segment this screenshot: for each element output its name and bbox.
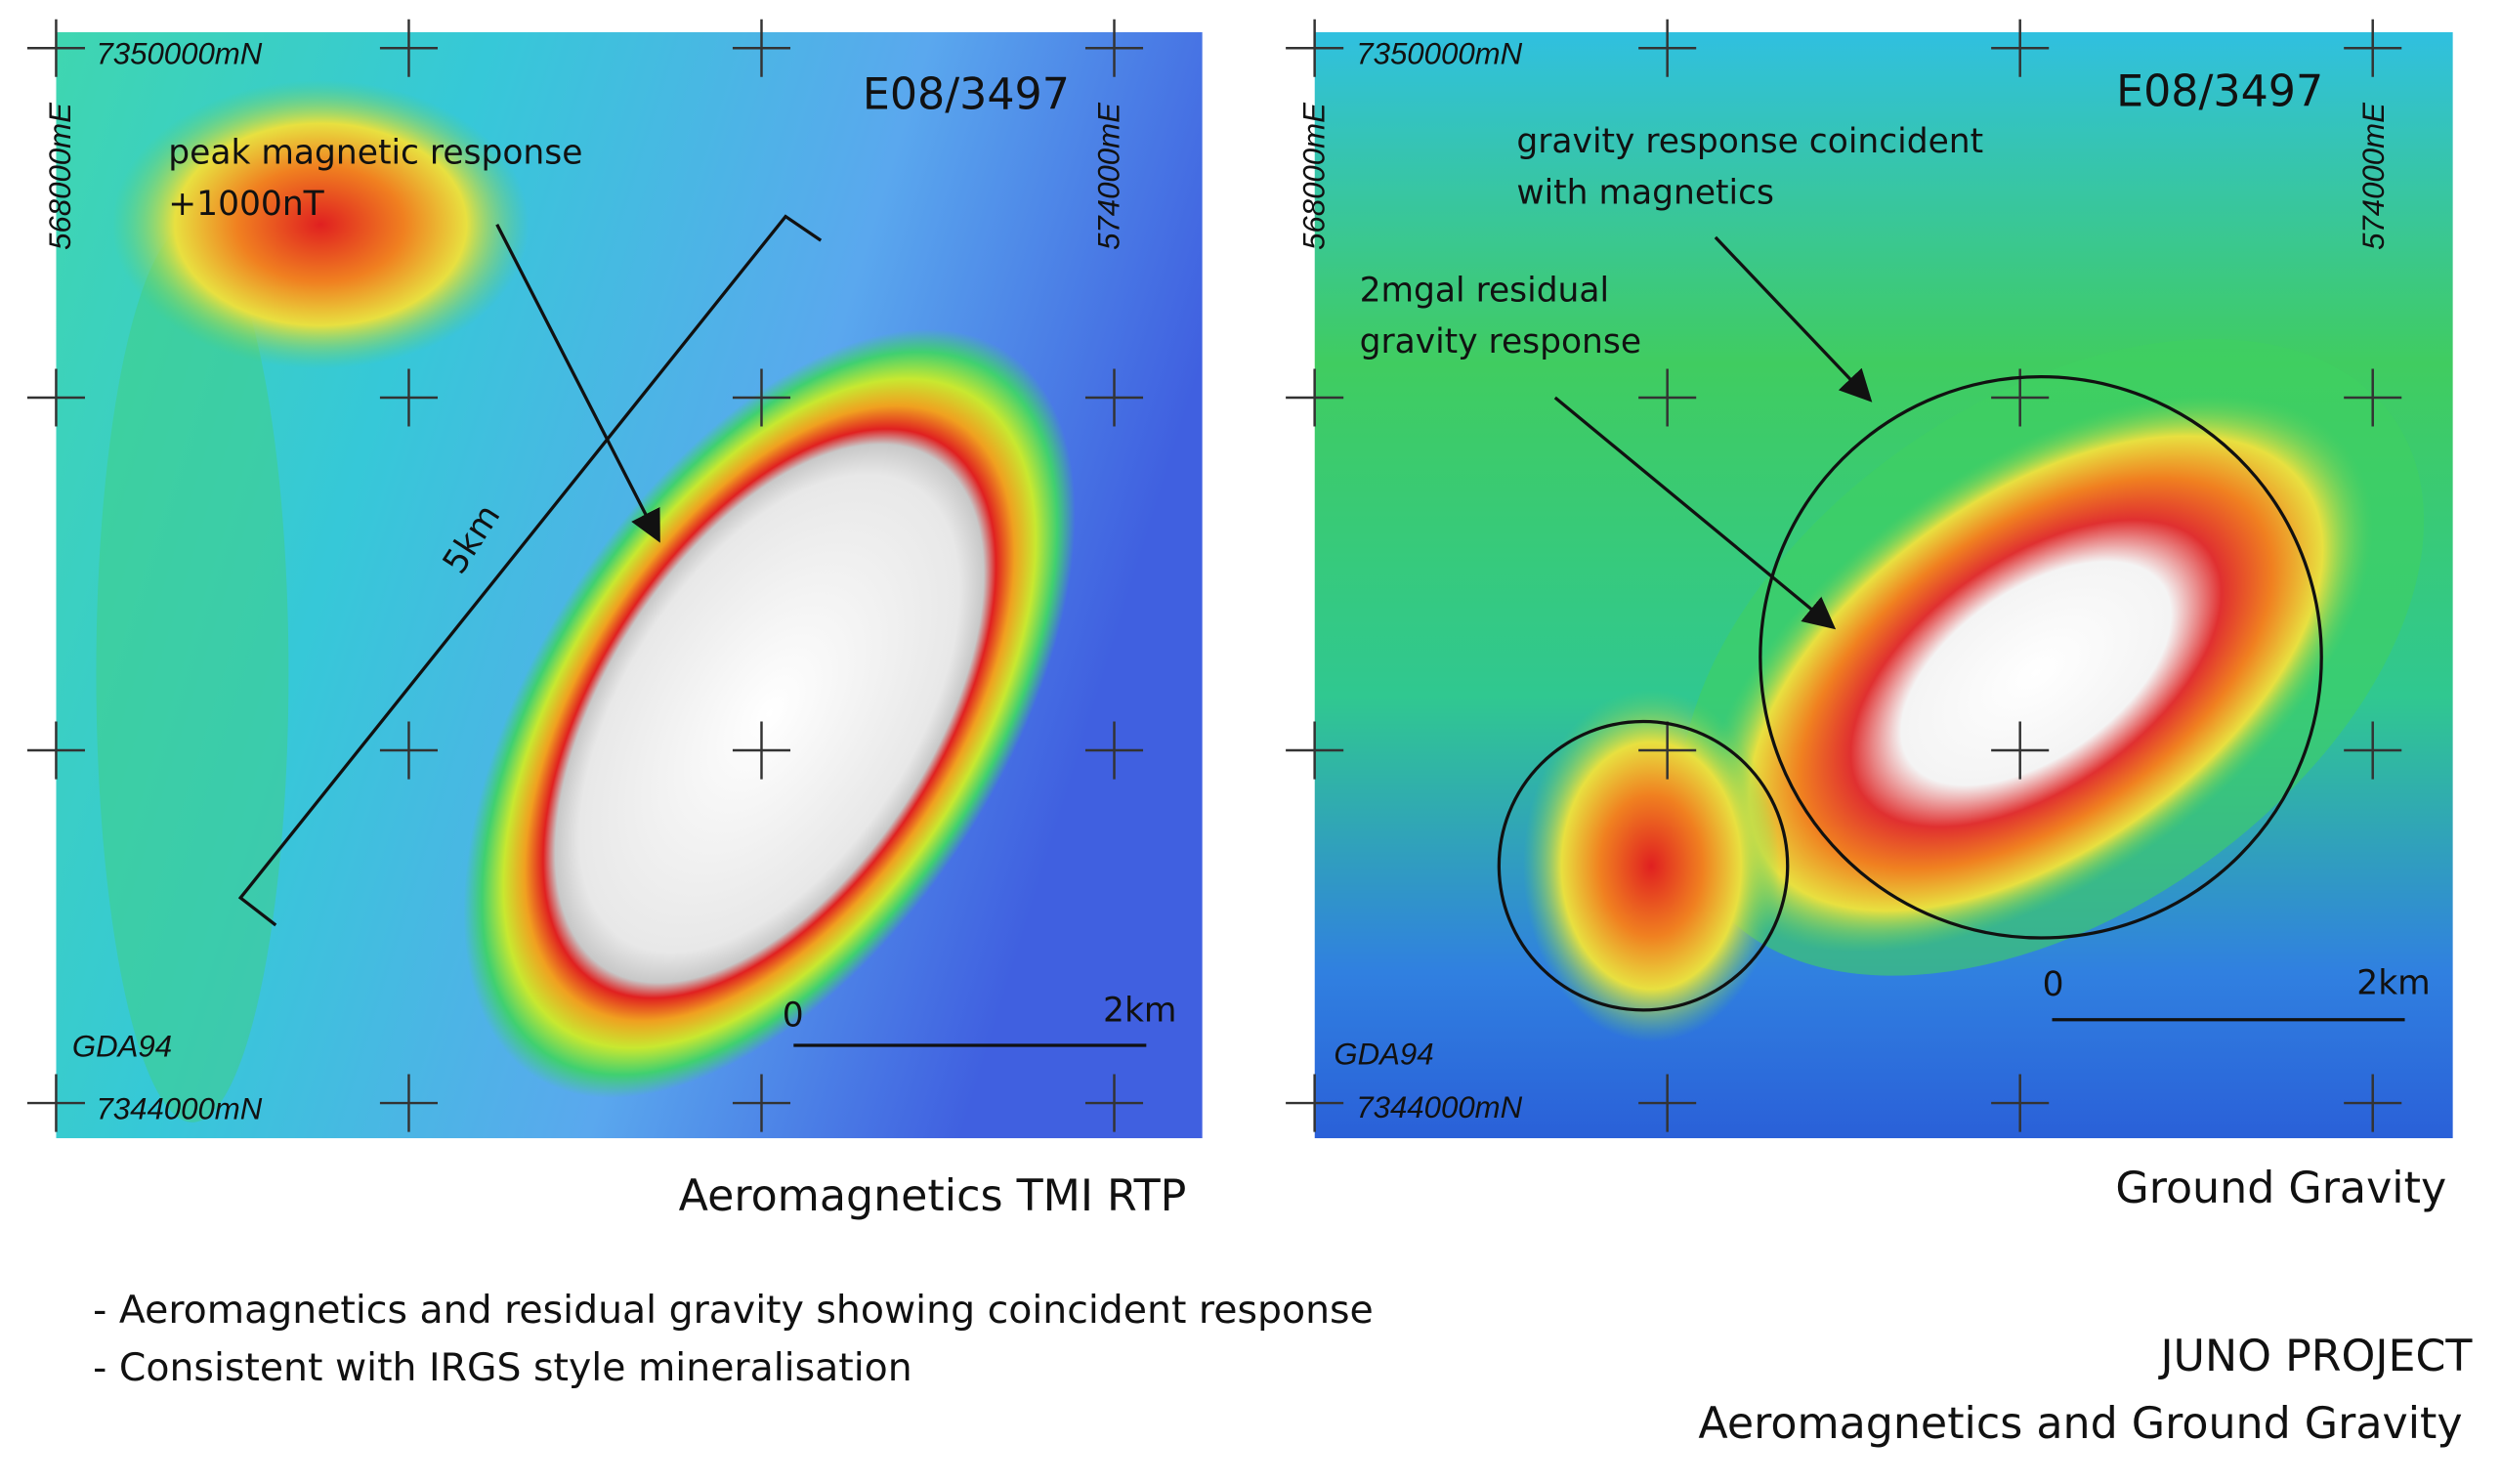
grid-cross: [1286, 1074, 1344, 1132]
arrow: [1714, 235, 1873, 403]
northing-label: 7344000mN: [1356, 1090, 1522, 1124]
tenement-label: E08/3497: [863, 70, 1070, 120]
datum-label: GDA94: [1334, 1038, 1433, 1072]
panel-caption: Aeromagnetics TMI RTP: [679, 1171, 1187, 1221]
grid-cross: [1084, 368, 1144, 427]
distance-bracket: [237, 214, 823, 927]
annotation: peak magnetic response: [168, 133, 582, 172]
grid-cross: [1286, 19, 1344, 77]
grid-cross: [2344, 19, 2402, 77]
easting-label: 568000mE: [43, 102, 77, 250]
annotation: 2mgal residual: [1360, 272, 1610, 311]
northing-label: 7350000mN: [1356, 37, 1522, 71]
annotations: [237, 214, 2405, 1047]
easting-label: 574000mE: [2356, 102, 2391, 250]
tenement-label: E08/3497: [2116, 66, 2323, 116]
grid-cross: [1286, 721, 1344, 780]
annotation: gravity response: [1360, 322, 1641, 361]
grid-cross: [732, 368, 791, 427]
anomaly-circle: [1759, 375, 2323, 940]
grid-cross: [1991, 1074, 2050, 1132]
grid-cross: [1638, 368, 1697, 427]
grid-cross: [2344, 721, 2402, 780]
grid-cross: [1286, 368, 1344, 427]
scale-label: 0: [783, 996, 804, 1035]
grid-crosses: [26, 19, 2402, 1132]
grid-cross: [732, 1074, 791, 1132]
grid-cross: [1638, 721, 1697, 780]
anomaly-circle: [1497, 719, 1790, 1012]
grid-cross: [26, 721, 85, 780]
bullet: - Aeromagnetics and residual gravity sho…: [93, 1288, 1374, 1333]
grid-cross: [2344, 1074, 2402, 1132]
grid-cross: [1084, 1074, 1144, 1132]
grid-cross: [1084, 721, 1144, 780]
northing-label: 7350000mN: [96, 37, 262, 71]
project-title: JUNO PROJECT: [2158, 1332, 2474, 1381]
grid-cross: [732, 19, 791, 77]
northing-label: 7344000mN: [96, 1091, 262, 1125]
grid-cross: [26, 1074, 85, 1132]
easting-label: 574000mE: [1091, 102, 1125, 250]
grid-cross: [2344, 368, 2402, 427]
grid-cross: [1991, 721, 2050, 780]
grid-cross: [732, 721, 791, 780]
panel-caption: Ground Gravity: [2115, 1164, 2446, 1213]
annotation: gravity response coincident: [1516, 122, 1983, 161]
arrow: [1553, 396, 1837, 630]
grid-cross: [379, 1074, 438, 1132]
arrow: [495, 224, 660, 543]
gravity-map: [1314, 31, 2453, 1139]
grid-cross: [26, 368, 85, 427]
scale-label: 0: [2043, 965, 2064, 1004]
datum-label: GDA94: [72, 1029, 172, 1063]
grid-cross: [379, 721, 438, 780]
scale-label: 2km: [2356, 963, 2430, 1002]
project-subtitle: Aeromagnetics and Ground Gravity: [1698, 1399, 2462, 1449]
grid-cross: [1638, 1074, 1697, 1132]
easting-label: 568000mE: [1296, 102, 1331, 250]
annotation: +1000nT: [168, 185, 324, 224]
scale-label: 2km: [1103, 991, 1176, 1030]
grid-cross: [1084, 19, 1144, 77]
grid-cross: [379, 368, 438, 427]
annotation: with magnetics: [1516, 173, 1774, 212]
grid-cross: [26, 19, 85, 77]
grid-cross: [1638, 19, 1697, 77]
grid-cross: [1991, 19, 2050, 77]
bullet: - Consistent with IRGS style mineralisat…: [93, 1345, 912, 1390]
grid-cross: [379, 19, 438, 77]
